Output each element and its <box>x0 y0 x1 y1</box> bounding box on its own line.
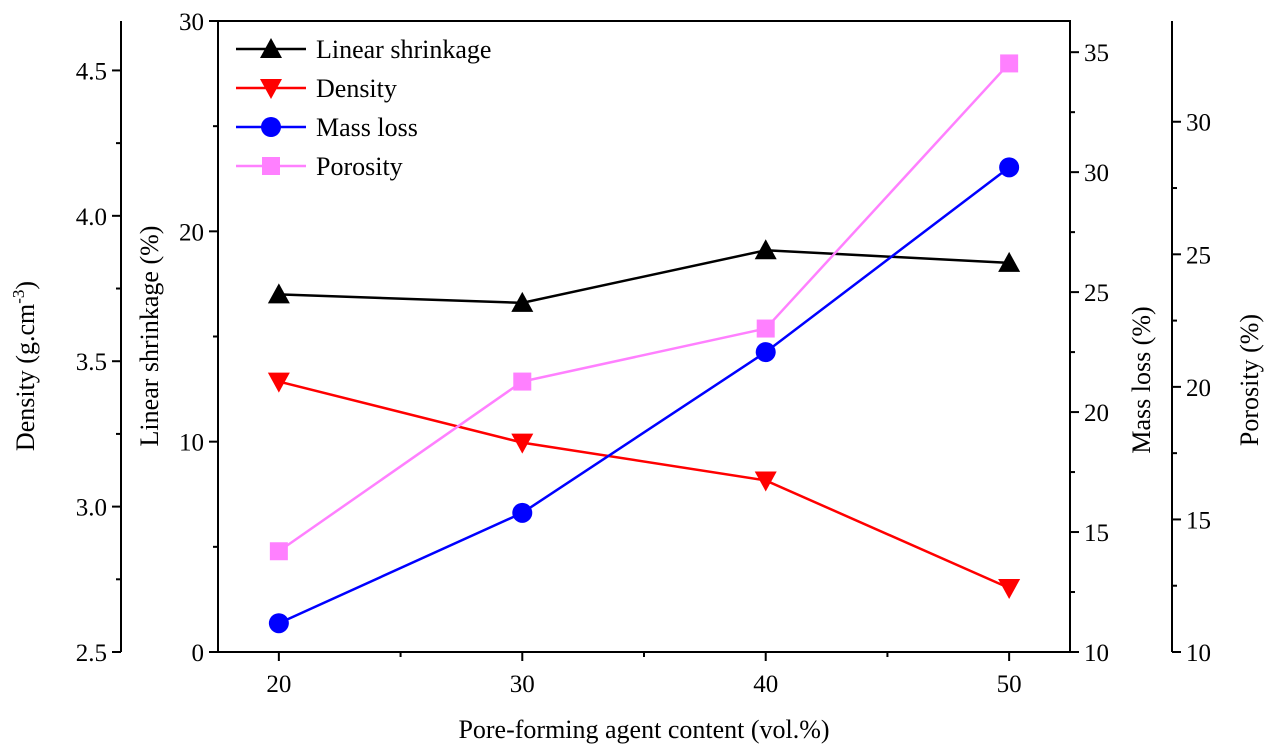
mass_loss-tick-label: 35 <box>1084 40 1109 67</box>
data-point-porosity <box>756 319 775 338</box>
x-tick-label: 40 <box>753 671 778 698</box>
porosity-tick-label: 15 <box>1186 507 1211 534</box>
legend-marker <box>260 38 282 58</box>
data-point-density <box>998 579 1021 600</box>
density-tick-label: 4.0 <box>76 204 107 231</box>
series-line-shrinkage <box>278 249 1010 305</box>
legend-item-density: Density <box>236 74 397 103</box>
axes-layer: 20 30 40 50 Pore-forming agent content (vol.… <box>9 9 1264 744</box>
mass_loss-tick-label: 20 <box>1084 400 1109 427</box>
legend-item-porosity: Porosity <box>236 152 403 181</box>
data-point-shrinkage <box>267 283 290 304</box>
porosity-tick-label: 25 <box>1186 242 1211 269</box>
x-tick-label: 30 <box>510 671 535 698</box>
density-axis-label: Density (g.cm-3) <box>9 281 40 451</box>
porosity-axis-label: Porosity (%) <box>1235 314 1264 446</box>
mass_loss-tick-label: 25 <box>1084 280 1109 307</box>
porosity-tick-label: 10 <box>1186 640 1211 667</box>
x-axis-label: Pore-forming agent content (vol.%) <box>458 715 829 744</box>
density-label-end: ) <box>11 281 40 290</box>
density-tick-label: 2.5 <box>76 640 107 667</box>
shrinkage-tick-label: 20 <box>179 219 204 246</box>
porosity-tick-label: 20 <box>1186 375 1211 402</box>
data-point-shrinkage <box>754 239 777 260</box>
density-label-main: Density (g.cm <box>11 304 40 451</box>
x-tick-label: 50 <box>997 671 1022 698</box>
shrinkage-tick-label: 0 <box>192 640 205 667</box>
data-point-mass_loss <box>512 502 533 523</box>
density-tick-label: 3.5 <box>76 349 107 376</box>
mass-loss-axis-label: Mass loss (%) <box>1127 306 1156 453</box>
density-label-superscript: -3 <box>9 290 28 304</box>
series-line-mass_loss <box>278 166 1010 625</box>
series-line-density <box>278 380 1010 590</box>
data-point-mass_loss <box>755 342 776 363</box>
series-layer <box>267 54 1021 634</box>
data-point-shrinkage <box>998 251 1021 272</box>
series-porosity <box>269 54 1019 561</box>
legend-label: Density <box>316 74 397 103</box>
data-point-density <box>267 372 290 393</box>
data-point-porosity <box>1000 54 1019 73</box>
porosity-tick-label: 30 <box>1186 110 1211 137</box>
legend-item-shrinkage: Linear shrinkage <box>236 35 491 64</box>
legend-label: Porosity <box>316 152 403 181</box>
legend-marker <box>260 79 282 99</box>
density-tick-label: 3.0 <box>76 495 107 522</box>
shrinkage-tick-label: 10 <box>179 430 204 457</box>
density-tick-label: 4.5 <box>76 58 107 85</box>
mass_loss-tick-label: 10 <box>1084 640 1109 667</box>
legend-marker <box>262 157 280 175</box>
legend: Linear shrinkage Density Mass loss Porosity <box>236 35 491 181</box>
mass_loss-tick-label: 30 <box>1084 160 1109 187</box>
data-point-mass_loss <box>999 157 1020 178</box>
shrinkage-tick-label: 30 <box>179 9 204 36</box>
data-point-density <box>511 433 534 454</box>
legend-label: Linear shrinkage <box>316 35 491 64</box>
series-density <box>267 372 1021 600</box>
series-mass_loss <box>268 157 1020 634</box>
x-tick-label: 20 <box>266 671 291 698</box>
data-point-porosity <box>513 372 532 391</box>
shrinkage-axis-label: Linear shrinkage (%) <box>135 226 164 447</box>
data-point-density <box>754 471 777 492</box>
data-point-porosity <box>269 542 288 561</box>
legend-label: Mass loss <box>316 113 418 142</box>
data-point-shrinkage <box>511 291 534 312</box>
series-shrinkage <box>267 239 1021 312</box>
legend-marker <box>261 117 281 137</box>
series-line-porosity <box>278 62 1011 553</box>
mass_loss-tick-label: 15 <box>1084 520 1109 547</box>
data-point-mass_loss <box>268 613 289 634</box>
legend-item-mass_loss: Mass loss <box>236 113 418 142</box>
